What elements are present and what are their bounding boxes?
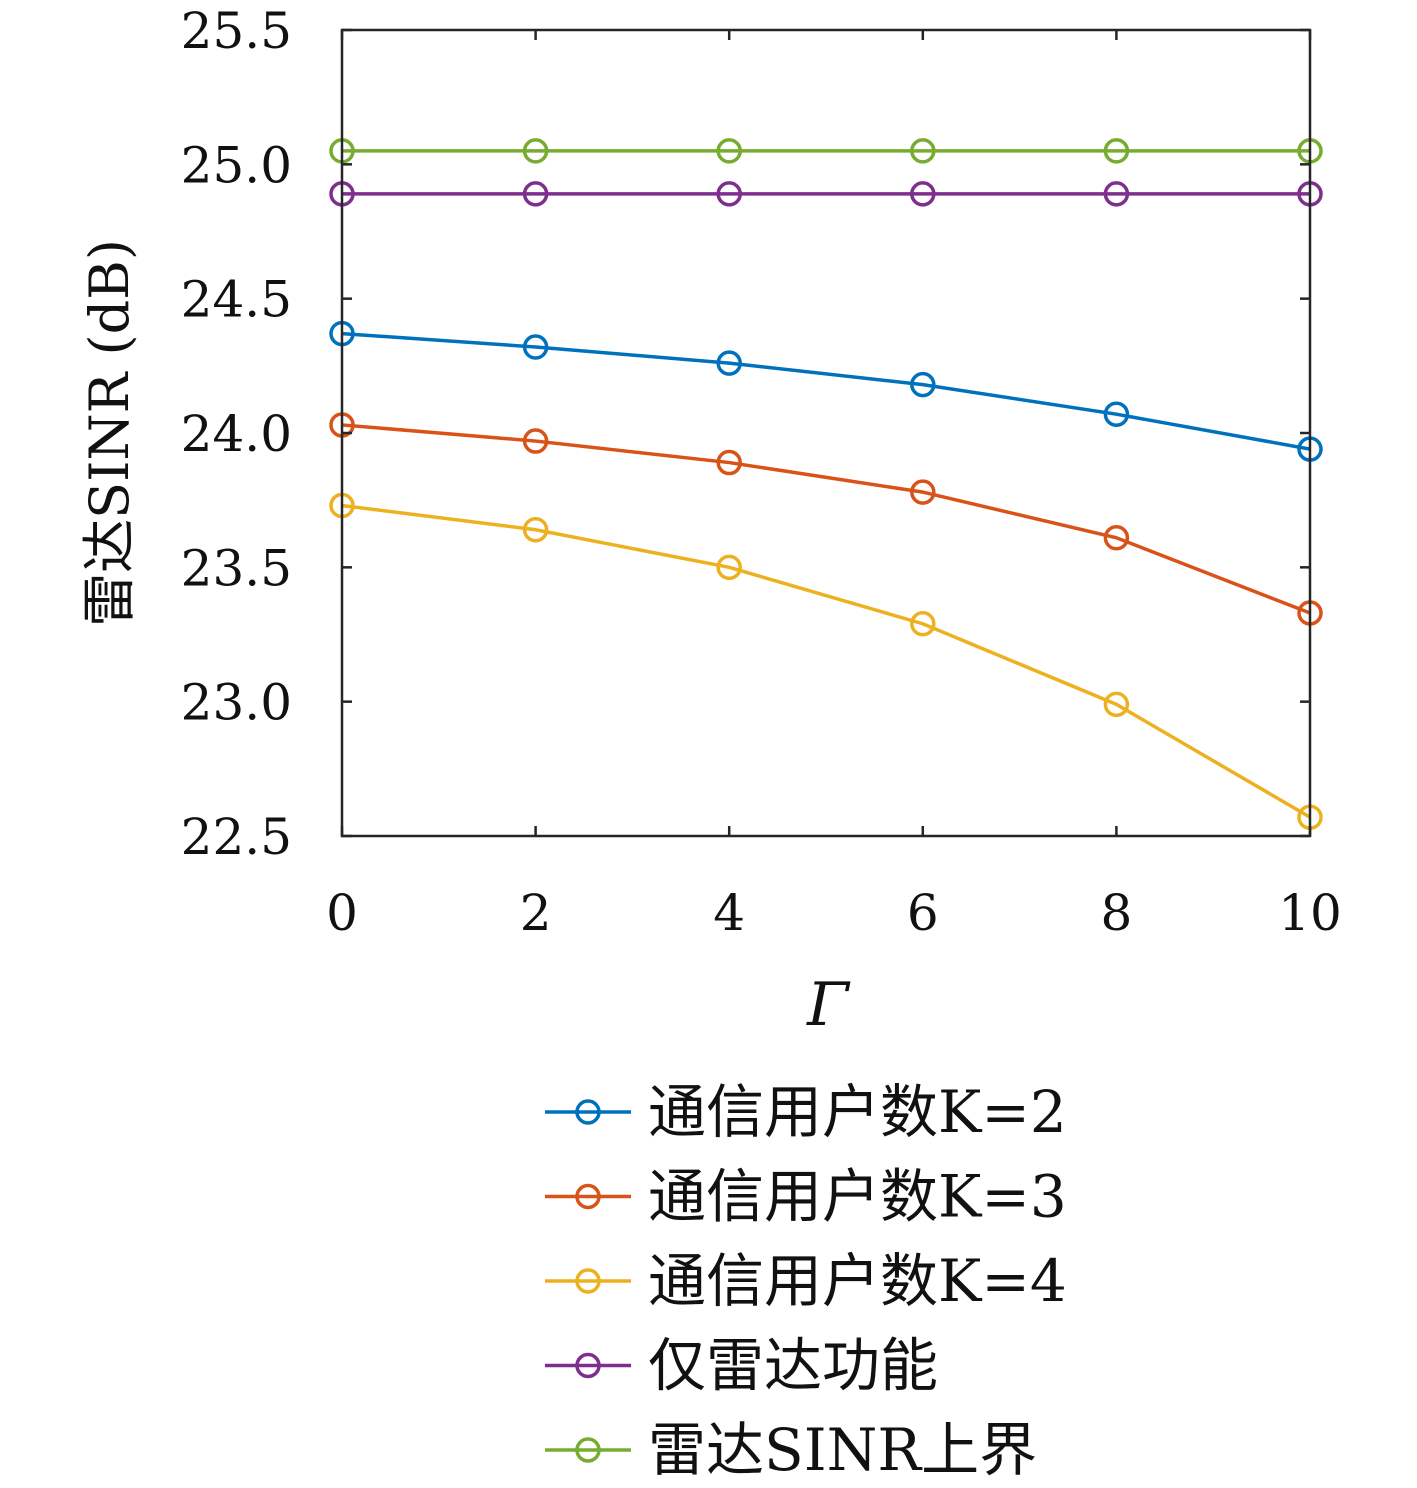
data-point xyxy=(910,371,936,398)
data-point xyxy=(716,554,742,581)
legend-item: 仅雷达功能 xyxy=(545,1332,938,1400)
x-tick-label: 6 xyxy=(907,884,939,942)
y-tick-label: 23.0 xyxy=(181,674,292,732)
series-通信用户数K=3 xyxy=(329,412,1323,626)
y-tick-label: 25.5 xyxy=(181,2,292,60)
series-通信用户数K=2 xyxy=(329,320,1323,462)
x-axis-label: Γ xyxy=(806,970,851,1040)
x-tick-label: 10 xyxy=(1278,884,1342,942)
legend-marker xyxy=(575,1183,601,1210)
legend-item: 雷达SINR上界 xyxy=(545,1416,1037,1484)
data-point xyxy=(910,479,936,505)
data-point xyxy=(1103,138,1130,164)
x-tick-label: 2 xyxy=(520,884,552,942)
y-tick-label: 25.0 xyxy=(181,136,292,194)
data-point xyxy=(716,449,742,476)
legend-marker xyxy=(575,1268,601,1294)
y-tick-label: 24.0 xyxy=(181,405,292,463)
data-point xyxy=(522,181,549,207)
data-point xyxy=(522,516,549,543)
legend-marker xyxy=(575,1352,601,1379)
series-仅雷达功能 xyxy=(329,181,1323,207)
series-雷达SINR上界 xyxy=(329,138,1323,164)
data-point xyxy=(716,181,742,207)
data-point xyxy=(910,181,936,207)
legend-label: 通信用户数K=4 xyxy=(648,1247,1067,1315)
data-point xyxy=(716,350,742,376)
data-point xyxy=(1103,525,1130,551)
y-tick-label: 22.5 xyxy=(181,808,292,866)
legend-label: 仅雷达功能 xyxy=(648,1332,938,1400)
series-line xyxy=(341,423,1311,615)
data-point xyxy=(522,428,549,454)
y-axis-label: 雷达SINR (dB) xyxy=(78,239,141,627)
y-tick-label: 23.5 xyxy=(181,539,292,597)
legend-label: 雷达SINR上界 xyxy=(648,1416,1037,1484)
data-point xyxy=(716,138,742,164)
legend-item: 通信用户数K=2 xyxy=(545,1078,1067,1146)
series-line xyxy=(341,503,1311,819)
legend-marker xyxy=(575,1437,601,1463)
legend-marker xyxy=(575,1099,601,1125)
legend-label: 通信用户数K=2 xyxy=(648,1078,1067,1146)
data-point xyxy=(910,611,936,637)
y-tick-label: 24.5 xyxy=(181,271,292,329)
data-point xyxy=(910,138,936,164)
series-line xyxy=(341,331,1311,451)
x-tick-label: 4 xyxy=(713,884,745,942)
data-point xyxy=(522,334,549,360)
x-tick-label: 0 xyxy=(326,884,358,942)
x-tick-label: 8 xyxy=(1100,884,1132,942)
series-layer xyxy=(329,138,1323,830)
data-point xyxy=(1103,691,1130,718)
legend-item: 通信用户数K=4 xyxy=(545,1247,1067,1315)
legend-label: 通信用户数K=3 xyxy=(648,1163,1067,1231)
ticks-layer: 0 2 4 6 8 10 22.5 23.0 23.5 24.0 24.5 25.0 25.5 xyxy=(181,2,1342,942)
data-point xyxy=(1103,181,1130,207)
data-point xyxy=(1103,401,1130,427)
series-通信用户数K=4 xyxy=(329,492,1323,830)
legend-item: 通信用户数K=3 xyxy=(545,1163,1067,1231)
data-point xyxy=(522,138,549,164)
